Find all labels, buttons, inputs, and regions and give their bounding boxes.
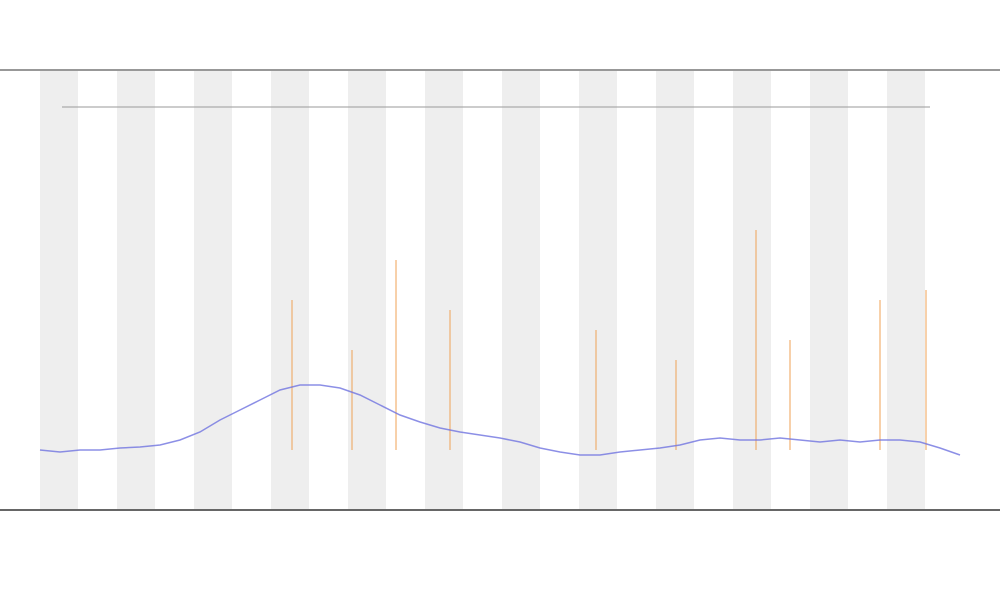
band: [117, 71, 155, 509]
band: [502, 71, 540, 509]
band: [271, 71, 309, 509]
band: [810, 71, 848, 509]
band: [425, 71, 463, 509]
background-bands: [40, 71, 925, 509]
band: [656, 71, 694, 509]
band: [733, 71, 771, 509]
band: [194, 71, 232, 509]
band: [579, 71, 617, 509]
trace: [39, 384, 961, 456]
band: [40, 71, 78, 509]
band: [348, 71, 386, 509]
band: [887, 71, 925, 509]
